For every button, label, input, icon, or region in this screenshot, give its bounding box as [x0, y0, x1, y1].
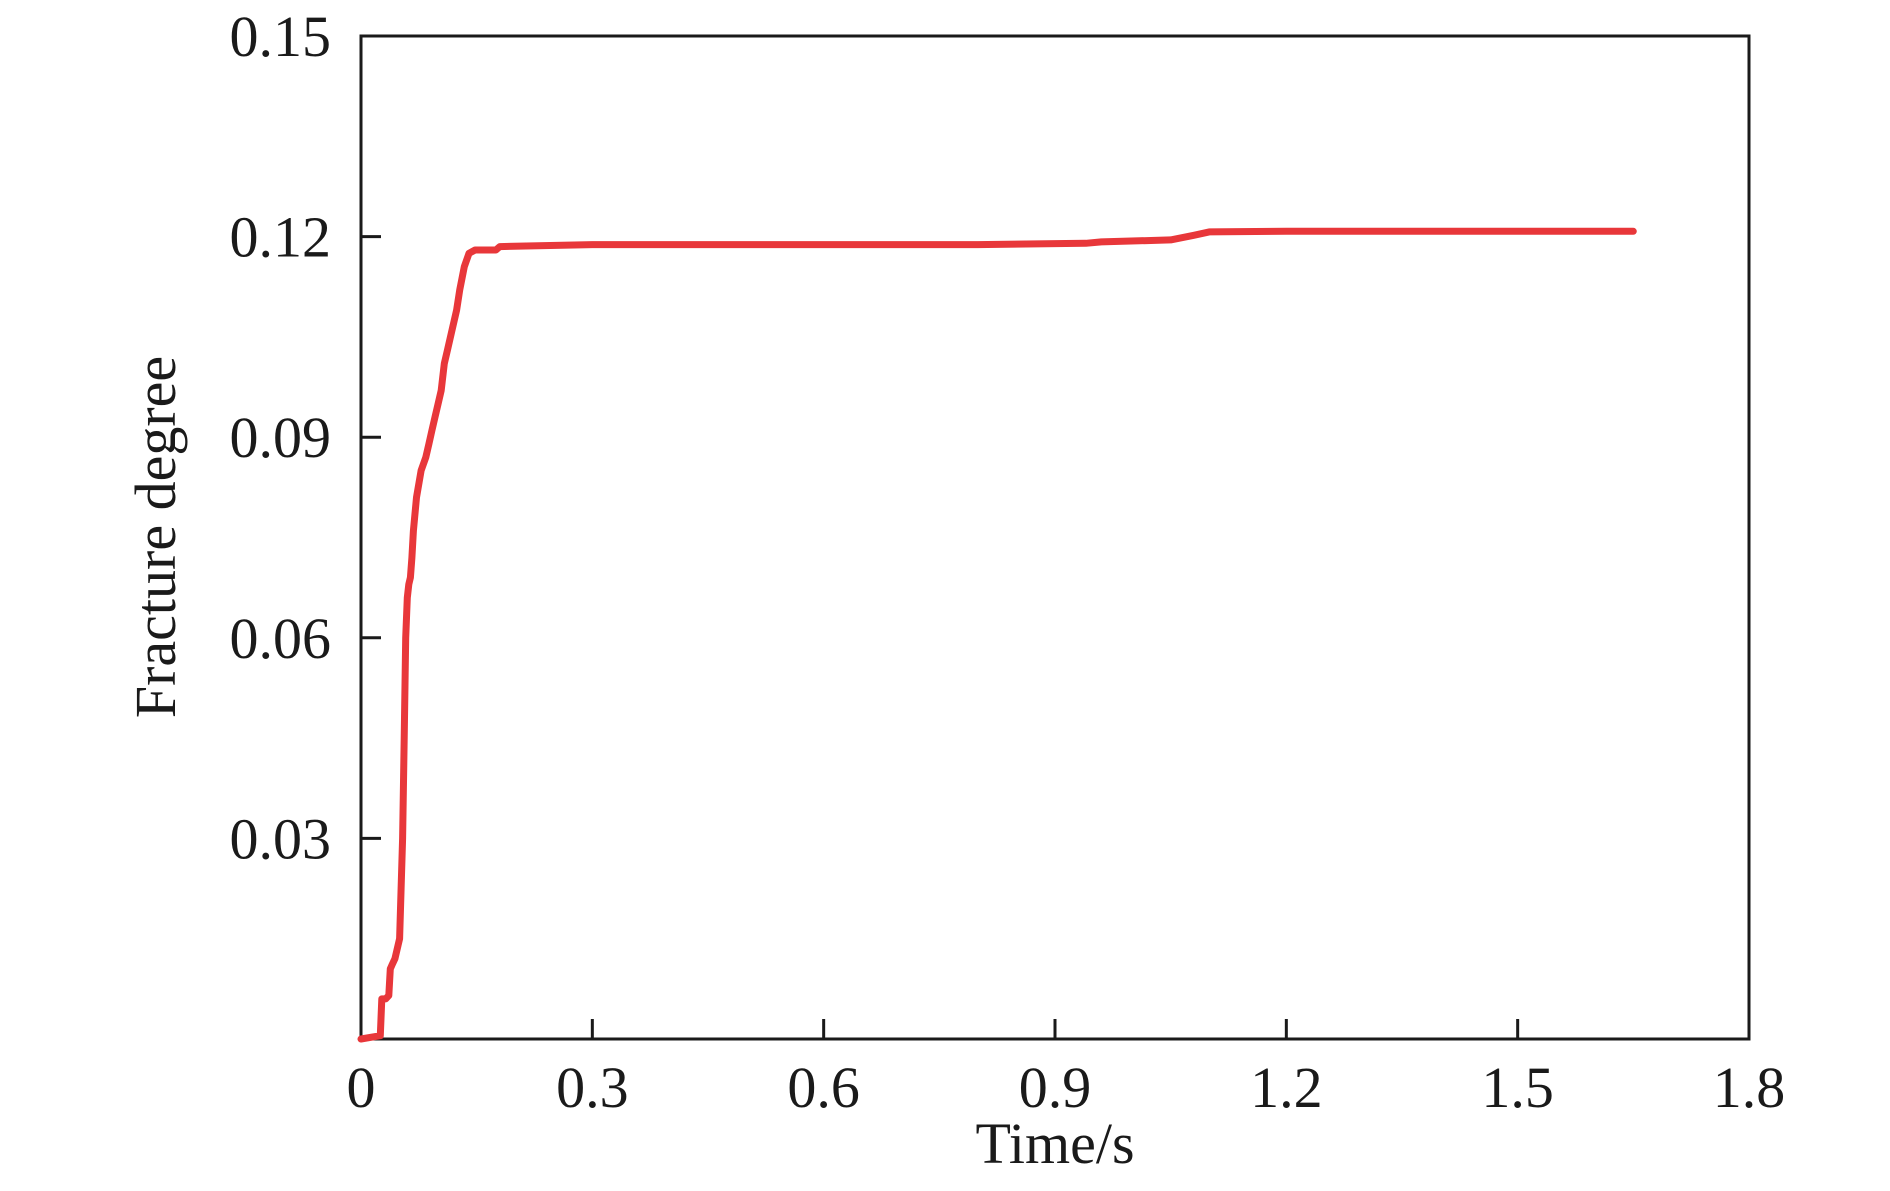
x-tick-label: 1.2	[1250, 1055, 1323, 1120]
y-tick-label: 0.12	[230, 205, 332, 270]
plot-frame	[359, 34, 1751, 1041]
x-tick-label: 1.5	[1481, 1055, 1554, 1120]
x-tick-label: 0	[347, 1055, 376, 1120]
y-axis-title: Fracture degree	[123, 356, 188, 718]
x-tick-label: 0.9	[1019, 1055, 1092, 1120]
series-layer	[357, 227, 1637, 1043]
x-tick-label: 1.8	[1713, 1055, 1786, 1120]
y-tick-label: 0.06	[230, 606, 332, 671]
x-axis-title: Time/s	[975, 1111, 1134, 1176]
y-tick-label: 0.15	[230, 4, 332, 69]
x-tick-label: 0.3	[556, 1055, 629, 1120]
y-tick-label: 0.09	[230, 405, 332, 470]
y-tick-label: 0.03	[230, 806, 332, 871]
series-line-0	[357, 227, 1637, 1043]
x-axis-ticks: 0 0.3 0.6 0.9 1.2 1.5 1.8	[347, 1019, 1786, 1120]
y-axis-ticks: 0.03 0.06 0.09 0.12 0.15	[230, 4, 381, 871]
x-tick-label: 0.6	[787, 1055, 860, 1120]
